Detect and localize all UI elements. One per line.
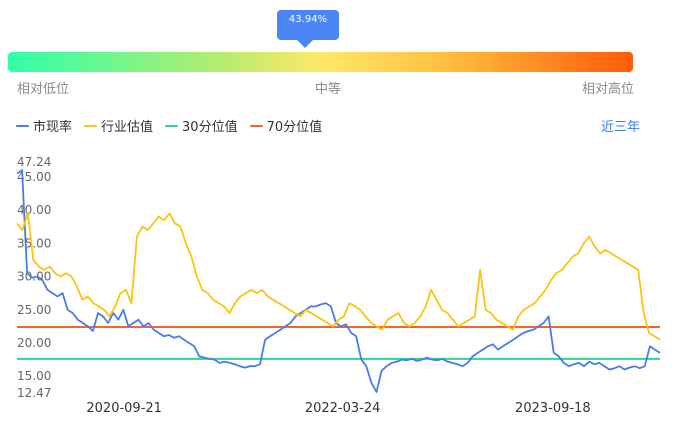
legend-label-industry: 行业估值 [101, 120, 154, 135]
chart-legend: 市现率 行业估值 30分位值 70分位值 [16, 116, 322, 135]
y-tick-label: 35.00 [17, 236, 51, 250]
gauge-label-mid: 中等 [315, 82, 342, 97]
legend-label-pcf: 市现率 [33, 120, 73, 135]
industry-series-line [16, 212, 661, 341]
x-tick-label: 2022-03-24 [305, 401, 381, 416]
legend-item-p70[interactable]: 70分位值 [249, 116, 323, 135]
percentile-bubble-pointer [297, 40, 313, 48]
pcf-series-line [16, 169, 661, 394]
legend-item-industry[interactable]: 行业估值 [84, 116, 153, 135]
x-tick-label: 2020-09-21 [86, 401, 162, 416]
y-tick-label: 15.00 [17, 369, 51, 383]
legend-label-p30: 30分位值 [182, 120, 238, 135]
percentile-bubble: 43.94% [277, 10, 339, 40]
legend-swatch-p30 [165, 124, 179, 127]
y-tick-label: 12.47 [17, 386, 51, 400]
y-tick-label: 47.24 [17, 155, 51, 169]
time-range-link[interactable]: 近三年 [600, 120, 640, 135]
legend-swatch-pcf [16, 124, 29, 127]
gauge-label-high: 相对高位 [582, 82, 635, 97]
legend-swatch-p70 [249, 124, 263, 127]
legend-swatch-industry [84, 124, 98, 127]
y-tick-label: 25.00 [17, 303, 51, 317]
y-tick-label: 40.00 [17, 203, 51, 217]
legend-item-p30[interactable]: 30分位值 [165, 116, 238, 135]
y-tick-label: 45.00 [17, 170, 51, 184]
valuation-gauge-bar [8, 52, 633, 72]
y-tick-label: 20.00 [17, 336, 51, 350]
gauge-label-low: 相对低位 [17, 82, 70, 97]
legend-label-p70: 70分位值 [266, 120, 323, 135]
legend-item-pcf[interactable]: 市现率 [16, 116, 72, 135]
x-tick-label: 2023-09-18 [515, 401, 591, 416]
